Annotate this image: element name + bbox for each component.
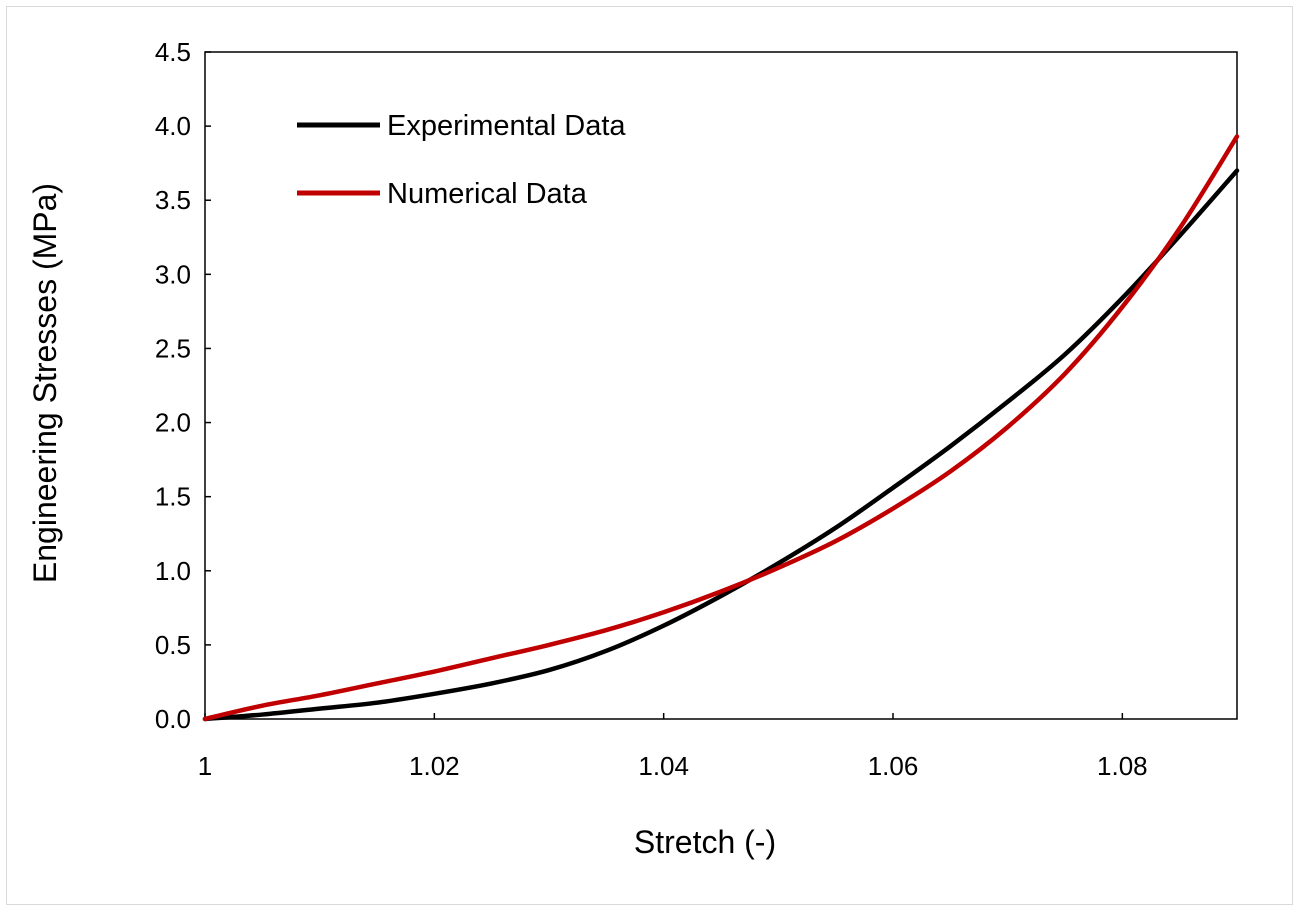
y-tick-label: 3.0 <box>155 259 191 289</box>
x-tick-label: 1 <box>198 751 212 781</box>
series-layer <box>202 134 1240 722</box>
plot-border <box>204 51 1238 720</box>
legend-label-numerical: Numerical Data <box>387 178 588 210</box>
x-tick-label: 1.04 <box>638 751 689 781</box>
y-axis-title: Engineering Stresses (MPa) <box>27 183 63 583</box>
plot-area <box>204 51 1238 720</box>
x-axis-title: Stretch (-) <box>634 824 776 860</box>
y-axis: 0.0 0.5 1.0 1.5 2.0 2.5 3.0 3.5 4.0 4.5 <box>155 37 211 734</box>
y-tick-label: 2.5 <box>155 333 191 363</box>
y-tick-label: 4.0 <box>155 111 191 141</box>
series-numerical-line <box>202 134 1240 722</box>
x-tick-label: 1.08 <box>1097 751 1148 781</box>
legend-label-experimental: Experimental Data <box>387 110 626 142</box>
y-tick-label: 2.0 <box>155 408 191 438</box>
y-tick-label: 4.5 <box>155 37 191 67</box>
series-experimental-line <box>202 168 1240 722</box>
y-tick-label: 1.0 <box>155 556 191 586</box>
y-tick-label: 0.5 <box>155 630 191 660</box>
legend: Experimental Data Numerical Data <box>297 110 626 210</box>
x-tick-label: 1.02 <box>409 751 460 781</box>
y-tick-label: 1.5 <box>155 482 191 512</box>
y-tick-label: 3.5 <box>155 185 191 215</box>
y-tick-label: 0.0 <box>155 704 191 734</box>
chart-frame <box>6 6 1293 905</box>
x-tick-label: 1.06 <box>868 751 919 781</box>
x-axis: 1 1.02 1.04 1.06 1.08 <box>198 713 1148 781</box>
